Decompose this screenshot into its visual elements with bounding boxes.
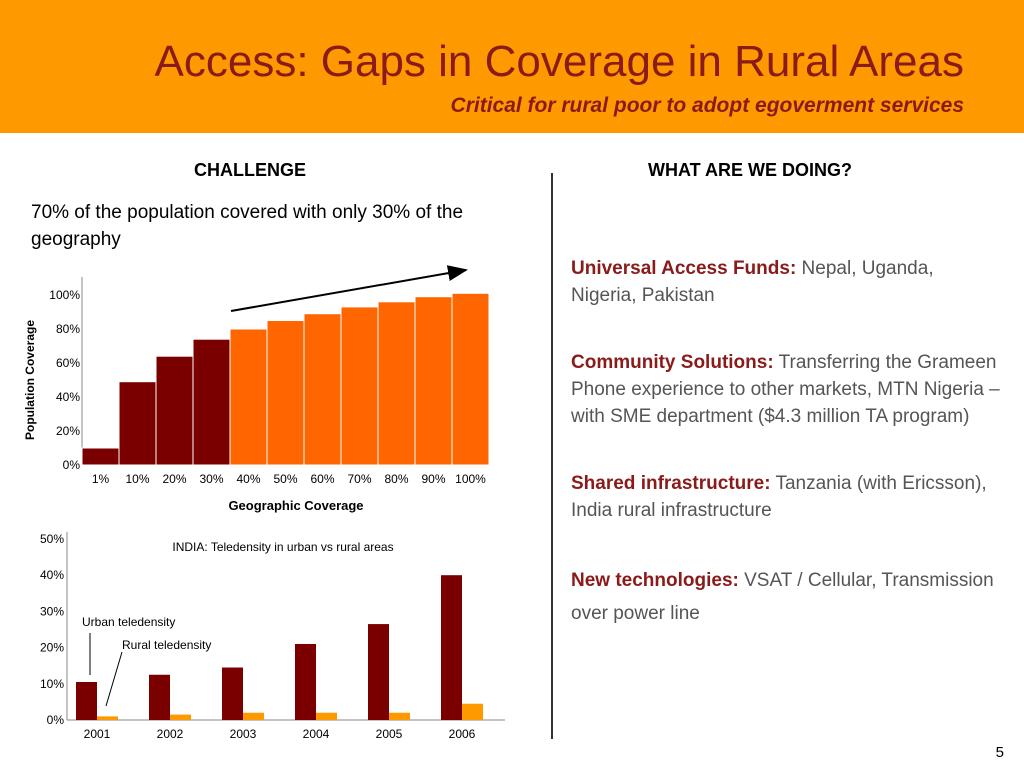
coverage-bar — [229, 328, 268, 466]
urban-bar — [76, 681, 97, 720]
y-tick-label: 10% — [40, 677, 64, 691]
x-tick-label: 2004 — [303, 727, 330, 741]
x-tick-label: 50% — [273, 472, 297, 486]
action-text: Transferring the Grameen Phone experienc… — [571, 352, 1000, 427]
what-are-we-doing-heading: WHAT ARE WE DOING? — [648, 160, 852, 180]
x-tick-label: 10% — [125, 472, 149, 486]
x-tick-label: 60% — [310, 472, 334, 486]
action-label: New technologies: — [571, 570, 739, 591]
action-item: New technologies: VSAT / Cellular, Trans… — [571, 564, 1001, 630]
action-label: Universal Access Funds: — [571, 258, 797, 279]
x-tick-label: 2006 — [449, 727, 476, 741]
y-axis-title: Population Coverage — [23, 320, 37, 440]
coverage-bar — [81, 447, 120, 466]
coverage-statement: 70% of the population covered with only … — [31, 202, 464, 250]
y-tick-label: 60% — [56, 356, 80, 370]
urban-series-label: Urban teledensity — [82, 615, 175, 629]
coverage-bar — [192, 338, 231, 466]
coverage-bar — [340, 306, 379, 466]
urban-bar — [295, 643, 316, 720]
x-tick-label: 90% — [421, 472, 445, 486]
rural-bar — [462, 703, 483, 720]
y-tick-label: 0% — [47, 713, 65, 727]
coverage-bar — [118, 381, 157, 466]
action-text: VSAT / Cellular, Transmission over power… — [571, 570, 994, 624]
rural-label-leader — [105, 651, 123, 707]
x-tick-label: 30% — [199, 472, 223, 486]
trend-arrow — [230, 265, 468, 312]
header-banner: Access: Gaps in Coverage in Rural Areas … — [0, 0, 1024, 133]
urban-bar — [149, 674, 170, 720]
rural-bar — [316, 712, 337, 720]
action-label: Shared infrastructure: — [571, 473, 771, 494]
urban-bar — [441, 575, 462, 720]
teledensity-chart: 0% 10% 20% 30% 40% 50% 2001 2002 2003 2004 2005 200… — [40, 532, 505, 741]
challenge-heading: CHALLENGE — [194, 160, 306, 180]
rural-bar — [243, 712, 264, 720]
action-label: Community Solutions: — [571, 352, 774, 373]
coverage-chart: 0% 20% 40% 60% 80% 100% 1% 10% 20% 30% 40% 50% 60% 70… — [23, 265, 490, 513]
chart-title: INDIA: Teledensity in urban vs rural are… — [172, 540, 393, 554]
y-tick-label: 40% — [56, 390, 80, 404]
x-tick-label: 100% — [455, 472, 486, 486]
y-tick-label: 100% — [49, 288, 80, 302]
x-tick-label: 2005 — [376, 727, 403, 741]
rural-bar — [97, 716, 118, 720]
coverage-bar — [377, 301, 416, 466]
action-item: Community Solutions: Transferring the Gr… — [571, 349, 1001, 430]
y-tick-label: 80% — [56, 322, 80, 336]
coverage-bar — [155, 355, 194, 466]
y-tick-label: 50% — [40, 532, 64, 546]
action-item: Universal Access Funds: Nepal, Uganda, N… — [571, 255, 1001, 309]
rural-bar — [389, 712, 410, 720]
x-tick-label: 2002 — [157, 727, 184, 741]
y-tick-label: 40% — [40, 568, 64, 582]
coverage-bar — [303, 313, 342, 466]
y-tick-label: 20% — [40, 641, 64, 655]
x-tick-label: 2001 — [84, 727, 111, 741]
x-tick-label: 40% — [236, 472, 260, 486]
action-item: Shared infrastructure: Tanzania (with Er… — [571, 470, 1001, 524]
x-tick-label: 70% — [347, 472, 371, 486]
coverage-bar — [451, 292, 490, 466]
action-text: Tanzania (with Ericsson), India rural in… — [571, 473, 987, 521]
page-number: 5 — [995, 744, 1004, 761]
action-text: Nepal, Uganda, Nigeria, Pakistan — [571, 258, 934, 306]
y-tick-label: 20% — [56, 424, 80, 438]
x-tick-label: 20% — [162, 472, 186, 486]
slide-subtitle: Critical for rural poor to adopt egoverm… — [450, 94, 964, 117]
coverage-bar — [414, 296, 453, 466]
x-tick-label: 80% — [384, 472, 408, 486]
coverage-bar — [266, 320, 305, 466]
y-tick-label: 30% — [40, 604, 64, 618]
actions-list: Universal Access Funds: Nepal, Uganda, N… — [571, 255, 1001, 670]
rural-bar — [170, 714, 191, 720]
urban-bar — [368, 624, 389, 720]
column-divider — [551, 173, 553, 739]
urban-bar — [222, 667, 243, 720]
y-tick-label: 0% — [63, 458, 81, 472]
x-tick-label: 2003 — [230, 727, 257, 741]
x-axis-title: Geographic Coverage — [228, 498, 363, 513]
x-tick-label: 1% — [92, 472, 110, 486]
slide-title: Access: Gaps in Coverage in Rural Areas — [154, 37, 965, 86]
rural-series-label: Rural teledensity — [122, 638, 211, 652]
